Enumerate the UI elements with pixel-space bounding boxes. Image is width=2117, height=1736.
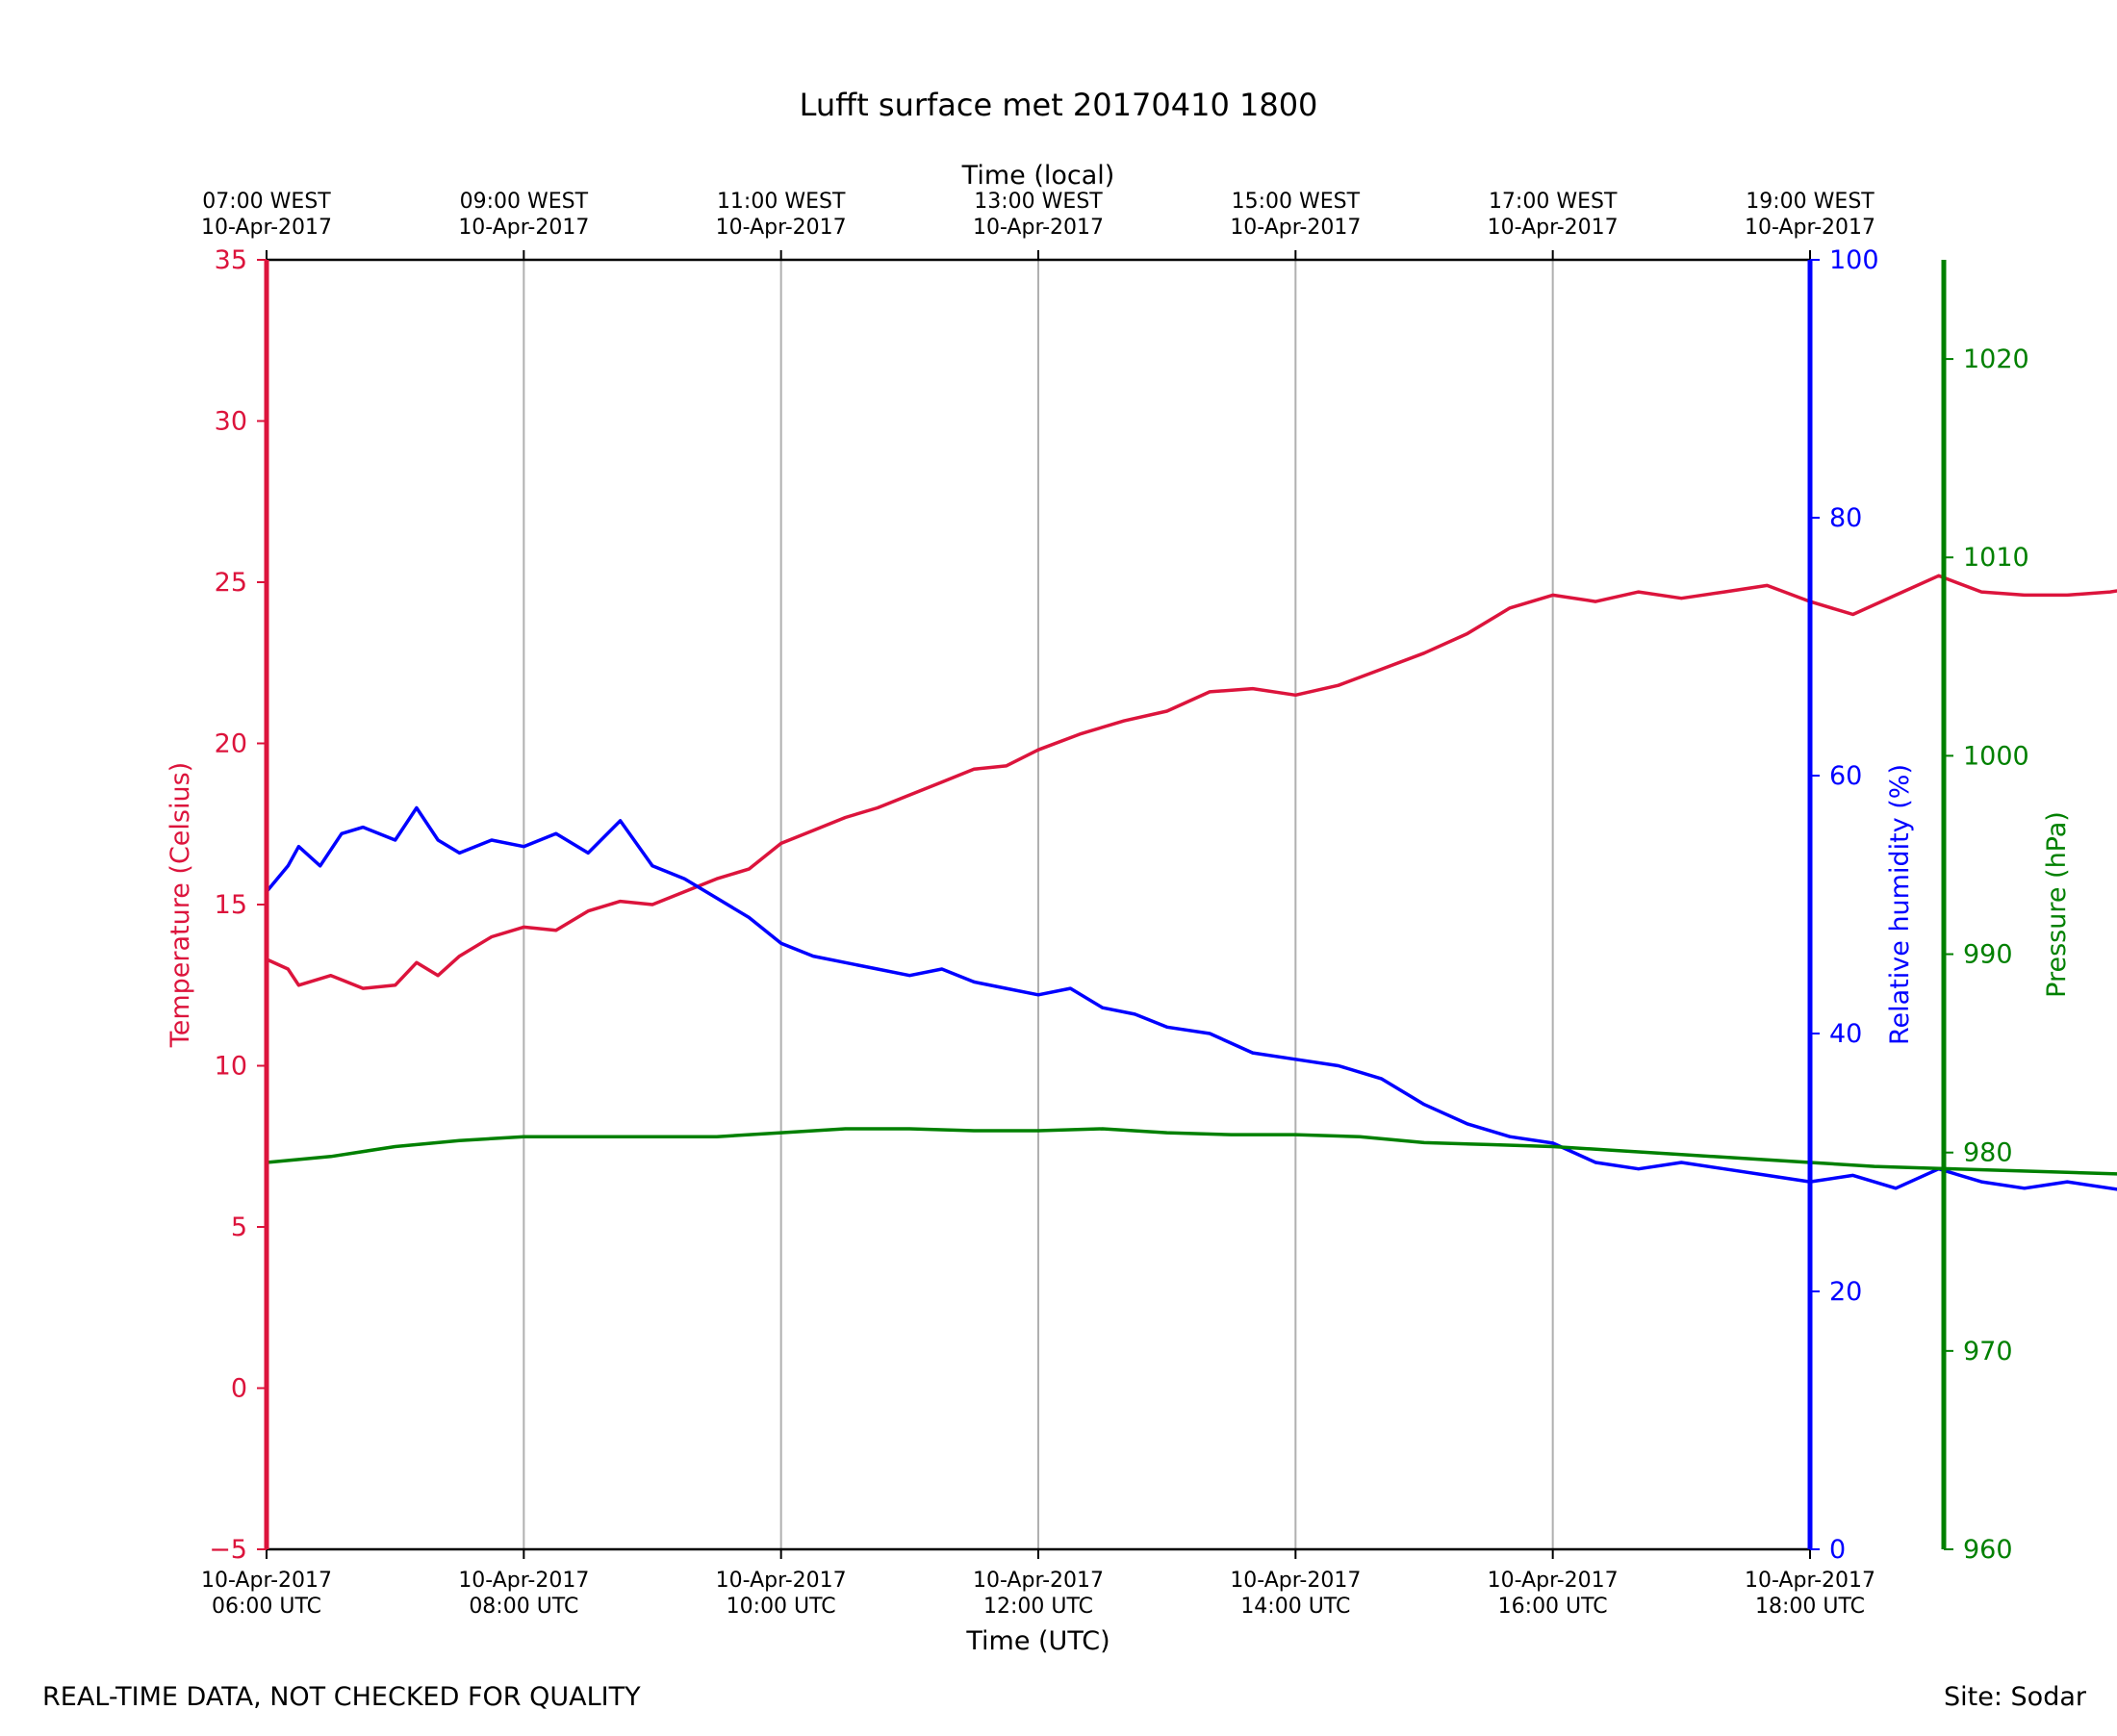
x-top-tick-label: 10-Apr-2017	[973, 216, 1104, 240]
temp-tick-label: 10	[215, 1052, 247, 1082]
temp-tick-label: −5	[209, 1535, 247, 1565]
x-tick-label: 14:00 UTC	[1240, 1595, 1350, 1619]
temp-tick-label: 35	[215, 245, 247, 275]
pres-tick-label: 1010	[1963, 543, 2029, 573]
rh-tick-label: 0	[1829, 1535, 1846, 1565]
rh-tick-label: 20	[1829, 1277, 1862, 1307]
x-tick-label: 06:00 UTC	[212, 1595, 321, 1619]
x-tick-label: 12:00 UTC	[983, 1595, 1093, 1619]
temp-tick-label: 0	[231, 1374, 247, 1404]
x-top-axis-label: Time (local)	[961, 161, 1115, 191]
temp-axis-label: Temperature (Celsius)	[166, 762, 195, 1048]
pres-tick-label: 980	[1963, 1138, 2013, 1168]
temp-tick-label: 25	[215, 568, 247, 598]
x-tick-label: 10-Apr-2017	[1230, 1569, 1361, 1593]
x-tick-label: 10-Apr-2017	[973, 1569, 1104, 1593]
series-line-pres	[266, 1127, 2117, 1176]
x-top-tick-label: 10-Apr-2017	[716, 216, 847, 240]
pres-tick-label: 960	[1963, 1535, 2013, 1565]
x-tick-label: 10-Apr-2017	[716, 1569, 847, 1593]
temp-tick-label: 20	[215, 729, 247, 759]
x-top-tick-label: 13:00 WEST	[974, 190, 1103, 214]
quality-note: REAL-TIME DATA, NOT CHECKED FOR QUALITY	[42, 1682, 641, 1712]
x-top-tick-label: 10-Apr-2017	[201, 216, 332, 240]
x-top-tick-label: 09:00 WEST	[460, 190, 589, 214]
x-tick-label: 10-Apr-2017	[201, 1569, 332, 1593]
pres-tick-label: 1020	[1963, 345, 2029, 374]
x-top-tick-label: 11:00 WEST	[717, 190, 846, 214]
x-top-tick-label: 10-Apr-2017	[1488, 216, 1619, 240]
x-top-tick-label: 10-Apr-2017	[1230, 216, 1361, 240]
series-line-temp	[266, 574, 2117, 990]
temp-tick-label: 15	[215, 890, 247, 920]
x-tick-label: 10:00 UTC	[727, 1595, 836, 1619]
temp-tick-label: 30	[215, 407, 247, 437]
x-tick-label: 18:00 UTC	[1755, 1595, 1865, 1619]
temp-tick-label: 5	[231, 1213, 247, 1242]
rh-tick-label: 60	[1829, 761, 1862, 791]
x-top-tick-label: 07:00 WEST	[202, 190, 331, 214]
series-line-rh	[265, 805, 2117, 1191]
x-top-tick-label: 10-Apr-2017	[1745, 216, 1875, 240]
pres-axis-label: Pressure (hPa)	[2042, 811, 2072, 998]
rh-axis-label: Relative humidity (%)	[1885, 764, 1915, 1045]
x-top-tick-label: 15:00 WEST	[1232, 190, 1361, 214]
x-tick-label: 10-Apr-2017	[458, 1569, 589, 1593]
x-tick-label: 08:00 UTC	[469, 1595, 578, 1619]
pres-tick-label: 970	[1963, 1337, 2013, 1366]
x-tick-label: 10-Apr-2017	[1488, 1569, 1619, 1593]
x-axis-label: Time (UTC)	[965, 1626, 1110, 1656]
site-label: Site: Sodar	[1944, 1682, 2086, 1712]
rh-tick-label: 100	[1829, 245, 1879, 275]
rh-tick-label: 40	[1829, 1019, 1862, 1049]
x-tick-label: 16:00 UTC	[1498, 1595, 1608, 1619]
pres-tick-label: 1000	[1963, 741, 2029, 771]
rh-tick-label: 80	[1829, 503, 1862, 533]
chart-title: Lufft surface met 20170410 1800	[800, 87, 1318, 123]
x-top-tick-label: 19:00 WEST	[1746, 190, 1875, 214]
x-top-tick-label: 17:00 WEST	[1489, 190, 1618, 214]
pres-tick-label: 990	[1963, 940, 2013, 970]
x-top-tick-label: 10-Apr-2017	[458, 216, 589, 240]
x-tick-label: 10-Apr-2017	[1745, 1569, 1875, 1593]
